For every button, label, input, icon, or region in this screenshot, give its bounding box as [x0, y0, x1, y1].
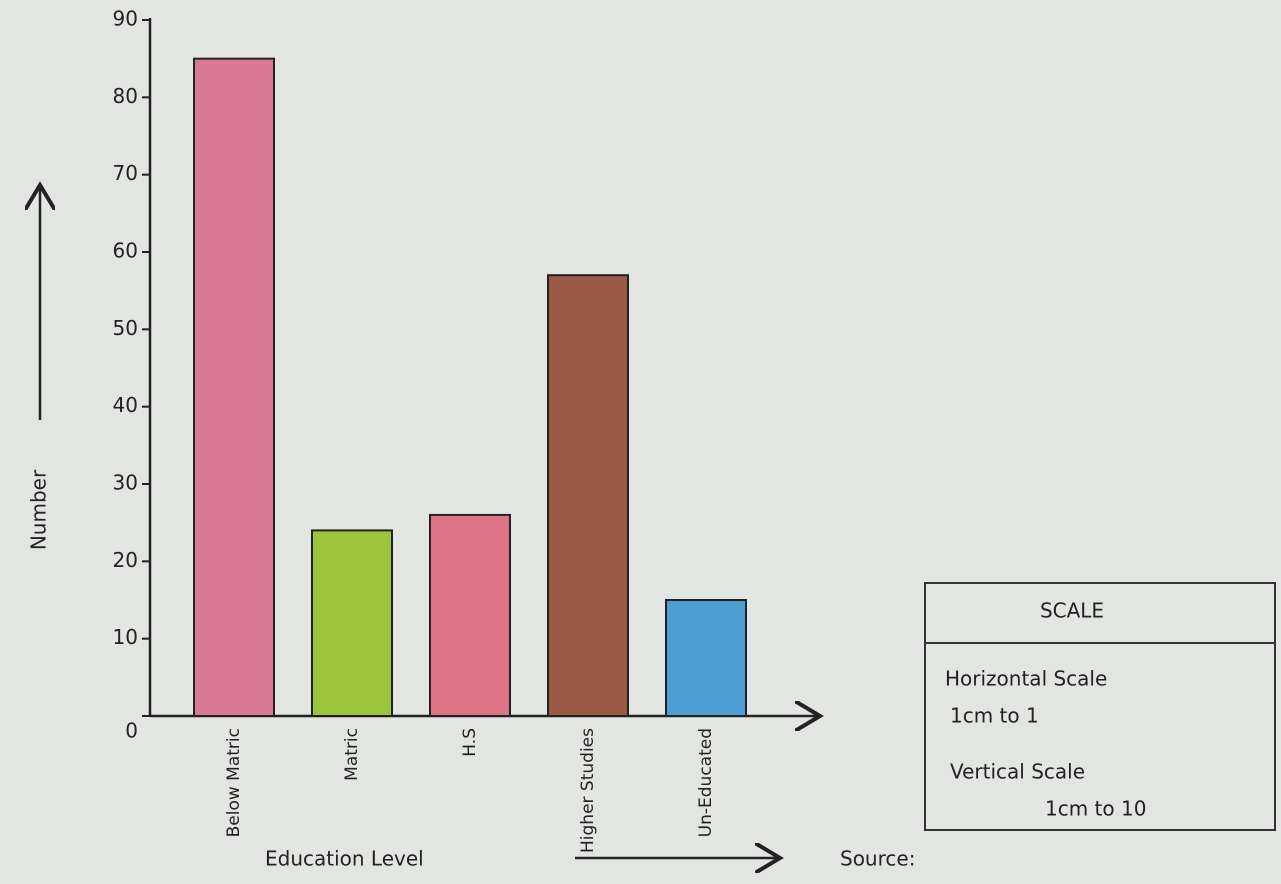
y-axis-label: Number [27, 469, 51, 550]
y-tick-label: 70 [113, 161, 138, 185]
y-tick-label: 50 [113, 316, 138, 340]
y-tick-label: 60 [113, 239, 138, 263]
x-axis-label: Education Level [265, 847, 424, 871]
bar [665, 599, 747, 717]
y-tick-label: 40 [113, 393, 138, 417]
x-tick-label: H.S [460, 728, 480, 757]
scale-line: Vertical Scale [950, 760, 1085, 784]
bar [547, 274, 629, 717]
y-tick-label: 20 [113, 548, 138, 572]
scale-title: SCALE [1040, 599, 1104, 623]
scale-line: 1cm to 10 [1045, 797, 1146, 821]
y-tick-label: 0 [125, 719, 138, 743]
y-tick-label: 10 [113, 625, 138, 649]
x-tick-label: Higher Studies [578, 728, 598, 853]
scale-box [924, 582, 1276, 831]
bar [429, 513, 511, 718]
scale-line: 1cm to 1 [950, 704, 1039, 728]
x-tick-label: Below Matric [224, 728, 244, 837]
bar [311, 529, 393, 718]
scale-line: Horizontal Scale [945, 667, 1107, 691]
x-tick-label: Matric [342, 728, 362, 781]
x-tick-label: Un-Educated [696, 728, 716, 837]
source: Source: [840, 847, 915, 871]
y-tick-label: 30 [113, 471, 138, 495]
bar [193, 57, 275, 717]
y-tick-label: 80 [113, 84, 138, 108]
y-tick-label: 90 [113, 7, 138, 31]
